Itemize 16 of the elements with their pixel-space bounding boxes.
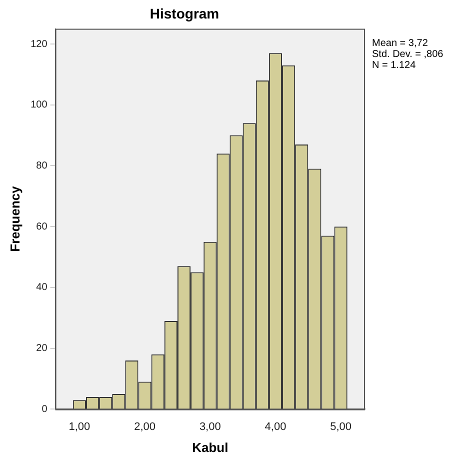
x-tick-label: 4,00: [264, 420, 286, 433]
y-tick-label: 60: [36, 221, 48, 232]
x-tick-label: 5,00: [330, 420, 352, 433]
x-tick-label: 3,00: [199, 420, 221, 433]
x-tick-label: 2,00: [134, 420, 156, 433]
y-axis-title: Frequency: [7, 185, 22, 252]
statistics-note: Mean = 3,72 Std. Dev. = ,806 N = 1.124: [372, 38, 444, 71]
y-tick-label: 100: [30, 100, 48, 111]
chart-title: Histogram: [150, 5, 220, 22]
y-tick-label: 120: [30, 38, 48, 50]
x-tick-label: 1,00: [68, 420, 90, 433]
y-tick-label: 80: [36, 160, 48, 172]
y-tick-label: 0: [42, 404, 48, 415]
x-axis-title: Kabul: [192, 440, 228, 455]
y-tick-label: 20: [36, 343, 48, 354]
y-tick-label: 40: [36, 282, 48, 294]
